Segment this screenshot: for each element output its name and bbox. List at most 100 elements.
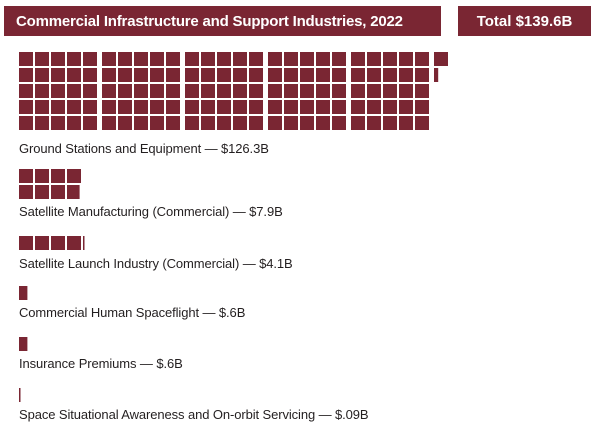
- waffle-square-ground-stations: [83, 68, 97, 82]
- waffle-square-ground-stations: [35, 84, 49, 98]
- waffle-square-ground-stations: [51, 68, 65, 82]
- waffle-square-ground-stations: [399, 116, 413, 130]
- waffle-square-ground-stations: [201, 68, 215, 82]
- chart-title-bar: Commercial Infrastructure and Support In…: [4, 6, 441, 36]
- waffle-square-ground-stations: [415, 68, 429, 82]
- waffle-square-ground-stations: [201, 100, 215, 114]
- waffle-square-satellite-launch-partial: [83, 236, 85, 250]
- waffle-square-ground-stations: [383, 84, 397, 98]
- waffle-square-ground-stations: [217, 84, 231, 98]
- waffle-square-ground-stations: [284, 100, 298, 114]
- waffle-square-ground-stations: [351, 68, 365, 82]
- waffle-square-ground-stations: [383, 52, 397, 66]
- waffle-square-ground-stations: [300, 68, 314, 82]
- waffle-square-ground-stations: [300, 52, 314, 66]
- waffle-square-ground-stations: [19, 68, 33, 82]
- waffle-square-ground-stations: [201, 84, 215, 98]
- waffle-square-ground-stations: [249, 116, 263, 130]
- total-label: Total $139.6B: [476, 12, 573, 30]
- waffle-square-ground-stations: [185, 100, 199, 114]
- waffle-square-ground-stations: [51, 116, 65, 130]
- waffle-square-ground-stations: [150, 52, 164, 66]
- waffle-square-satellite-manufacturing: [35, 169, 49, 183]
- waffle-square-ground-stations: [383, 116, 397, 130]
- waffle-square-ground-stations: [83, 84, 97, 98]
- waffle-square-ground-stations: [249, 100, 263, 114]
- waffle-square-ground-stations: [217, 100, 231, 114]
- waffle-square-ground-stations: [415, 116, 429, 130]
- waffle-square-ground-stations: [201, 52, 215, 66]
- waffle-square-ground-stations: [118, 52, 132, 66]
- waffle-square-ground-stations: [316, 100, 330, 114]
- waffle-square-ground-stations: [185, 84, 199, 98]
- waffle-square-ground-stations: [118, 84, 132, 98]
- waffle-square-ground-stations: [83, 100, 97, 114]
- waffle-square-satellite-launch: [19, 236, 33, 250]
- waffle-square-ground-stations: [284, 68, 298, 82]
- waffle-square-ground-stations: [415, 100, 429, 114]
- waffle-square-ground-stations: [35, 100, 49, 114]
- waffle-square-satellite-manufacturing: [19, 185, 33, 199]
- waffle-square-ground-stations: [316, 68, 330, 82]
- waffle-square-ground-stations: [185, 116, 199, 130]
- waffle-square-satellite-manufacturing-partial: [67, 185, 80, 199]
- waffle-square-ground-stations: [332, 68, 346, 82]
- waffle-square-ground-stations: [233, 116, 247, 130]
- waffle-square-ground-stations: [185, 68, 199, 82]
- waffle-square-ground-stations: [185, 52, 199, 66]
- waffle-square-satellite-launch: [35, 236, 49, 250]
- waffle-square-ground-stations: [332, 100, 346, 114]
- waffle-square-ground-stations: [351, 52, 365, 66]
- waffle-square-ground-stations: [367, 116, 381, 130]
- waffle-square-ground-stations: [300, 84, 314, 98]
- waffle-square-ground-stations: [67, 100, 81, 114]
- waffle-square-ground-stations: [83, 116, 97, 130]
- waffle-square-ground-stations: [268, 116, 282, 130]
- waffle-square-ground-stations: [166, 68, 180, 82]
- waffle-square-ground-stations: [102, 68, 116, 82]
- waffle-square-ground-stations: [249, 52, 263, 66]
- waffle-square-ground-stations: [233, 100, 247, 114]
- waffle-square-ground-stations: [316, 52, 330, 66]
- waffle-square-ground-stations: [102, 52, 116, 66]
- waffle-square-ground-stations: [300, 116, 314, 130]
- waffle-square-ground-stations: [332, 116, 346, 130]
- waffle-square-ground-stations: [383, 68, 397, 82]
- waffle-square-ground-stations: [284, 84, 298, 98]
- waffle-square-satellite-launch: [51, 236, 65, 250]
- chart-title: Commercial Infrastructure and Support In…: [16, 12, 403, 30]
- waffle-square-satellite-manufacturing: [35, 185, 49, 199]
- waffle-square-ground-stations-partial: [434, 68, 439, 82]
- waffle-square-ground-stations: [102, 100, 116, 114]
- waffle-square-ground-stations: [67, 68, 81, 82]
- waffle-square-ground-stations: [332, 84, 346, 98]
- waffle-square-ground-stations: [166, 84, 180, 98]
- waffle-square-ground-stations: [166, 116, 180, 130]
- waffle-square-ground-stations: [134, 68, 148, 82]
- waffle-square-ground-stations: [367, 68, 381, 82]
- waffle-square-ground-stations: [316, 84, 330, 98]
- waffle-square-ground-stations: [51, 52, 65, 66]
- waffle-square-ground-stations: [19, 100, 33, 114]
- waffle-square-ground-stations: [67, 84, 81, 98]
- waffle-square-ground-stations: [332, 52, 346, 66]
- waffle-square-ground-stations: [134, 100, 148, 114]
- waffle-square-ground-stations: [300, 100, 314, 114]
- waffle-square-ground-stations: [415, 52, 429, 66]
- waffle-square-ground-stations: [367, 84, 381, 98]
- waffle-square-ground-stations: [217, 68, 231, 82]
- category-label-satellite-manufacturing: Satellite Manufacturing (Commercial) — $…: [19, 204, 283, 219]
- waffle-square-ground-stations: [268, 84, 282, 98]
- total-badge: Total $139.6B: [458, 6, 591, 36]
- waffle-square-ground-stations: [134, 52, 148, 66]
- waffle-square-ground-stations: [217, 116, 231, 130]
- waffle-square-ground-stations: [35, 116, 49, 130]
- waffle-square-ground-stations: [118, 116, 132, 130]
- waffle-square-ground-stations: [67, 52, 81, 66]
- waffle-square-ground-stations: [284, 116, 298, 130]
- category-label-satellite-launch: Satellite Launch Industry (Commercial) —…: [19, 256, 293, 271]
- waffle-square-ground-stations: [51, 84, 65, 98]
- waffle-square-ground-stations: [150, 84, 164, 98]
- category-label-ground-stations: Ground Stations and Equipment — $126.3B: [19, 141, 269, 156]
- waffle-square-ground-stations: [367, 100, 381, 114]
